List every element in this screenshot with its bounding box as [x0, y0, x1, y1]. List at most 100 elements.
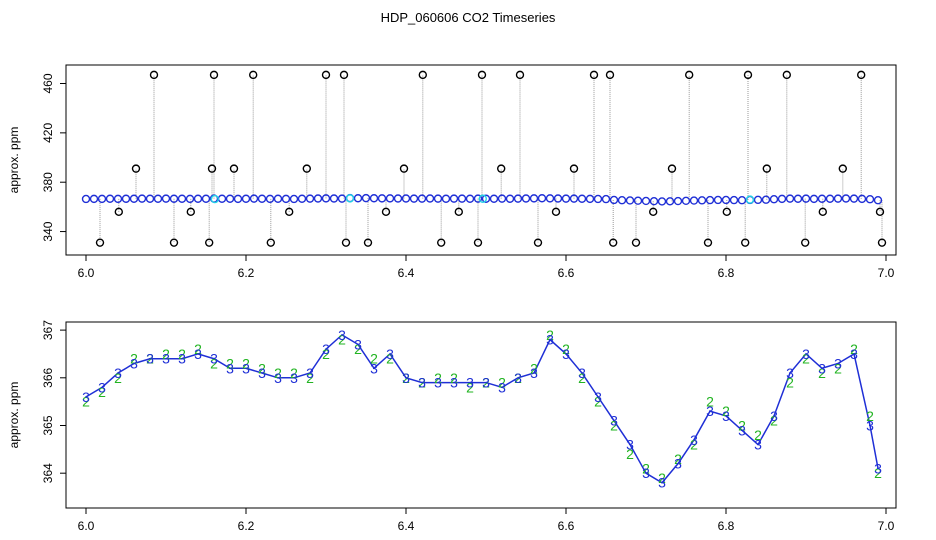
point-marker: 3: [130, 355, 138, 371]
x-tick-label: 6.2: [238, 519, 255, 533]
point-marker: 3: [210, 351, 218, 367]
point: [703, 238, 713, 247]
point-marker: 2: [874, 465, 882, 481]
point-marker: 2: [834, 360, 842, 376]
point: [593, 194, 603, 204]
point-marker: 2: [866, 408, 874, 424]
point: [631, 238, 641, 247]
point: [145, 194, 155, 203]
x-tick-label: 6.2: [238, 266, 255, 280]
point: [249, 194, 259, 203]
point: [589, 70, 599, 80]
point-marker: 2: [610, 417, 618, 433]
point-marker: 2: [530, 360, 538, 376]
point: [825, 194, 835, 203]
point-marker: 2: [306, 370, 314, 386]
point: [257, 194, 267, 203]
point: [762, 164, 771, 173]
point: [161, 194, 171, 203]
point-marker: 3: [162, 351, 170, 367]
series-line: [85, 333, 879, 484]
point-marker: 2: [514, 370, 522, 386]
point: [649, 197, 659, 206]
point-marker: 2: [178, 346, 186, 362]
point: [465, 194, 475, 203]
point: [302, 164, 311, 173]
point-marker: 2: [706, 394, 714, 410]
point: [449, 194, 459, 203]
point: [425, 194, 435, 203]
plot-frame: [65, 321, 897, 509]
point: [229, 164, 239, 173]
point-marker: 2: [482, 375, 490, 391]
point: [337, 194, 347, 203]
point-marker: 2: [770, 413, 778, 429]
point: [266, 238, 275, 247]
point-marker: 3: [754, 437, 762, 453]
point-marker: 2: [82, 394, 90, 410]
point-marker: 2: [626, 446, 634, 462]
point: [248, 70, 258, 80]
y-tick-label: 340: [41, 221, 55, 241]
point-marker: 3: [530, 365, 538, 381]
point: [513, 194, 523, 203]
point-marker: 2: [674, 451, 682, 467]
point-marker: 3: [242, 360, 250, 376]
point: [713, 195, 723, 205]
point-marker: 2: [98, 384, 106, 400]
point: [210, 194, 220, 204]
point-marker: 2: [162, 346, 170, 362]
chart-title: HDP_060606 CO2 Timeseries: [381, 10, 556, 25]
point: [305, 194, 315, 203]
point-marker: 2: [226, 355, 234, 371]
point: [137, 194, 147, 203]
point: [281, 194, 291, 204]
point-marker: 2: [850, 341, 858, 357]
point-marker: 2: [498, 375, 506, 391]
x-tick-label: 6.4: [398, 266, 415, 280]
point: [437, 238, 446, 247]
point-marker: 2: [370, 351, 378, 367]
point: [777, 194, 787, 204]
point: [297, 194, 307, 203]
point-marker: 3: [658, 475, 666, 491]
point: [657, 197, 667, 206]
point: [745, 195, 755, 204]
point-marker: 3: [146, 351, 154, 367]
point: [793, 194, 803, 203]
point-marker: 3: [738, 422, 746, 438]
point-marker: 3: [386, 346, 394, 362]
point-marker: 2: [722, 403, 730, 419]
point: [809, 194, 819, 204]
point: [289, 194, 299, 204]
point: [722, 207, 731, 217]
point: [625, 196, 635, 205]
point: [782, 70, 791, 80]
point-marker: 2: [130, 351, 138, 367]
point: [697, 196, 707, 205]
point: [521, 194, 531, 203]
point: [761, 195, 771, 204]
point-marker: 2: [146, 351, 154, 367]
point: [89, 194, 99, 204]
point-marker: 2: [290, 365, 298, 381]
point: [169, 194, 179, 203]
point: [818, 207, 827, 217]
point-marker: 3: [626, 437, 634, 453]
point-marker: 3: [418, 375, 426, 391]
point: [849, 194, 859, 203]
point: [433, 194, 443, 203]
point: [209, 70, 219, 80]
point: [605, 70, 615, 80]
point: [545, 194, 555, 203]
point-marker: 3: [786, 365, 794, 381]
point-marker: 3: [546, 332, 554, 348]
point-marker: 2: [802, 351, 810, 367]
point: [207, 164, 217, 173]
point-marker: 2: [546, 327, 554, 343]
point: [339, 70, 349, 80]
point: [505, 194, 515, 203]
point-marker: 2: [354, 341, 362, 357]
point: [97, 194, 107, 204]
point: [873, 196, 883, 205]
